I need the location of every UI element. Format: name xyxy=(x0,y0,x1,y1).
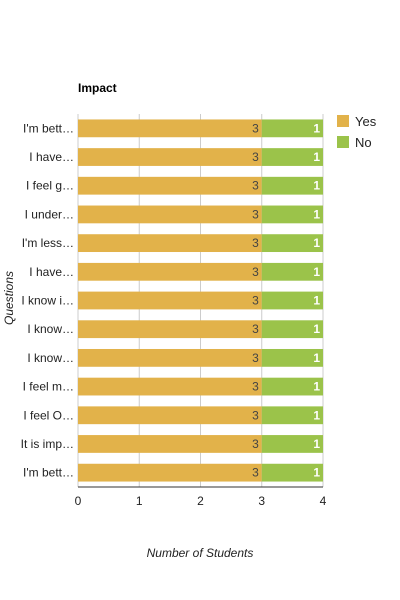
bar-value-label: 1 xyxy=(313,150,320,164)
bar-yes xyxy=(78,291,262,310)
bar-no xyxy=(261,377,323,396)
bar-yes xyxy=(78,234,262,253)
bar-value-label: 1 xyxy=(313,236,320,250)
bar-value-label: 1 xyxy=(313,408,320,422)
x-axis-title: Number of Students xyxy=(147,546,254,560)
bar-no xyxy=(261,119,323,138)
category-label: I'm less… xyxy=(22,236,74,250)
x-tick-label: 2 xyxy=(197,494,204,508)
y-axis-title: Questions xyxy=(2,271,16,325)
category-label: I under… xyxy=(25,207,74,221)
bar-value-label: 3 xyxy=(252,322,259,336)
bar-value-label: 1 xyxy=(313,351,320,365)
bar-value-label: 1 xyxy=(313,179,320,193)
bar-value-label: 3 xyxy=(252,294,259,308)
bar-no xyxy=(261,435,323,453)
category-label: I feel O… xyxy=(23,408,74,422)
category-label: I'm bett… xyxy=(23,121,74,135)
bar-value-label: 3 xyxy=(252,236,259,250)
bar-no xyxy=(261,176,323,195)
legend-swatch-yes xyxy=(337,115,349,127)
bar-no xyxy=(261,406,323,425)
category-label: I have… xyxy=(29,265,74,279)
bar-yes xyxy=(78,176,262,195)
bar-no xyxy=(261,234,323,253)
bar-value-label: 3 xyxy=(252,408,259,422)
legend: Yes No xyxy=(337,114,377,150)
bar-no xyxy=(261,320,323,339)
bar-value-label: 1 xyxy=(313,380,320,394)
legend-label-yes: Yes xyxy=(355,114,377,129)
bar-value-label: 3 xyxy=(252,380,259,394)
bar-value-label: 3 xyxy=(252,265,259,279)
bar-no xyxy=(261,463,323,482)
category-label: I'm bett… xyxy=(23,466,74,480)
bar-value-label: 1 xyxy=(313,265,320,279)
category-label: I have… xyxy=(29,150,74,164)
bar-value-label: 1 xyxy=(313,466,320,480)
bars xyxy=(78,119,323,482)
chart-title: Impact xyxy=(78,81,117,95)
bar-yes xyxy=(78,320,262,339)
bar-no xyxy=(261,291,323,310)
bar-value-label: 1 xyxy=(313,121,320,135)
x-tick-label: 1 xyxy=(136,494,143,508)
bar-no xyxy=(261,262,323,281)
bar-yes xyxy=(78,205,262,224)
bar-value-label: 3 xyxy=(252,437,259,451)
category-label: I know… xyxy=(27,351,74,365)
bar-value-label: 3 xyxy=(252,466,259,480)
bar-no xyxy=(261,205,323,224)
category-label: It is imp… xyxy=(21,437,74,451)
bar-no xyxy=(261,348,323,367)
bar-yes xyxy=(78,148,262,166)
category-label: I know i… xyxy=(21,294,74,308)
bar-yes xyxy=(78,463,262,482)
x-tick-label: 4 xyxy=(320,494,327,508)
bar-yes xyxy=(78,377,262,396)
bar-value-label: 3 xyxy=(252,150,259,164)
x-tick-label: 0 xyxy=(75,494,82,508)
bar-yes xyxy=(78,406,262,425)
bar-value-label: 3 xyxy=(252,351,259,365)
bar-labels: 3 1 3 1 3 1 3 1 3 1 3 1 3 1 3 1 3 1 3 1 3 1 3 1 3 1 xyxy=(252,121,320,479)
bar-value-label: 3 xyxy=(252,207,259,221)
category-label: I know… xyxy=(27,322,74,336)
bar-no xyxy=(261,148,323,166)
bar-value-label: 1 xyxy=(313,207,320,221)
legend-swatch-no xyxy=(337,136,349,148)
bar-value-label: 3 xyxy=(252,179,259,193)
bar-value-label: 1 xyxy=(313,437,320,451)
bar-yes xyxy=(78,348,262,367)
bar-value-label: 1 xyxy=(313,294,320,308)
bar-yes xyxy=(78,262,262,281)
category-label: I feel m… xyxy=(23,380,74,394)
category-labels: I'm bett… I have… I feel g… I under… I'm les… xyxy=(21,121,74,479)
x-tick-labels: 0 1 2 3 4 xyxy=(75,494,327,508)
bar-value-label: 1 xyxy=(313,322,320,336)
bar-yes xyxy=(78,435,262,453)
legend-label-no: No xyxy=(355,135,372,150)
bar-value-label: 3 xyxy=(252,121,259,135)
bar-yes xyxy=(78,119,262,138)
category-label: I feel g… xyxy=(26,179,74,193)
x-tick-label: 3 xyxy=(258,494,265,508)
